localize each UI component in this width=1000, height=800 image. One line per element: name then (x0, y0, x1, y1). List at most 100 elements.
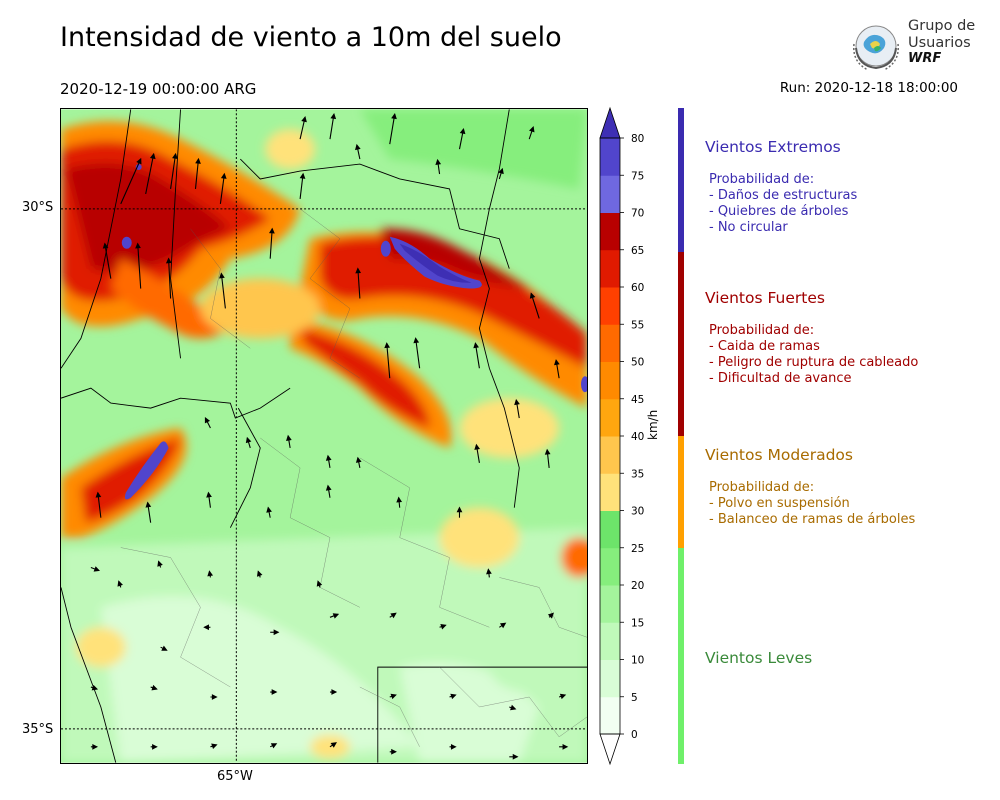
category-name: Vientos Fuertes (705, 289, 825, 307)
wind-arrow-head (92, 743, 99, 750)
wind-arrows (90, 113, 569, 760)
wind-arrow-head (145, 501, 152, 508)
colorbar-cell (600, 175, 620, 213)
wind-arrow-head (391, 748, 397, 755)
wind-map (60, 108, 588, 764)
wind-arrow-head (211, 743, 218, 749)
category-item: - Dificultad de avance (709, 371, 852, 386)
category-item: - Daños de estructuras (709, 188, 858, 203)
wind-arrow-head (459, 127, 466, 135)
wind-arrow-head (152, 743, 158, 750)
wind-arrow-head (510, 704, 517, 711)
category-name: Vientos Extremos (705, 138, 841, 156)
lat-label-35s: 35°S (22, 722, 54, 737)
category-item: - Quiebres de árboles (709, 204, 849, 219)
colorbar-tick-label: 15 (631, 617, 644, 629)
colorbar-cell (600, 547, 620, 586)
wind-arrow (415, 338, 421, 369)
category-bar-fuertes (678, 252, 684, 436)
colorbar-tick-label: 0 (631, 729, 638, 741)
wind-arrow-head (554, 359, 560, 366)
wind-arrow-head (256, 570, 263, 577)
wind-arrow-head (450, 743, 457, 750)
colorbar-tick-label: 25 (631, 543, 644, 555)
colorbar-tick-label: 20 (631, 580, 644, 592)
colorbar-cell (600, 436, 620, 474)
wind-arrow-head (544, 448, 551, 455)
wind-arrow (219, 173, 225, 204)
colorbar-tick-label: 65 (631, 245, 644, 257)
category-bar-moderados (678, 436, 684, 548)
run-time: Run: 2020-12-18 18:00:00 (779, 80, 958, 96)
colorbar-cell (600, 585, 620, 623)
category-leves: Vientos Leves (705, 649, 812, 683)
wind-arrow-head (316, 580, 323, 587)
colorbar-tick-label: 30 (631, 506, 644, 518)
wind-arrow-head (207, 570, 214, 577)
wind-arrow-head (512, 753, 519, 760)
category-extremos: Vientos Extremos Probabilidad de: - Daño… (705, 138, 857, 236)
wind-arrow-head (474, 443, 481, 450)
wind-arrow-head (547, 612, 554, 619)
wind-arrow-head (391, 113, 397, 120)
colorbar-tick-label: 35 (631, 468, 644, 480)
wind-arrow-head (245, 436, 252, 444)
category-name: Vientos Moderados (705, 446, 853, 464)
wind-arrow-head (514, 398, 520, 406)
wind-arrow-head (172, 152, 178, 159)
category-bar-leves (678, 548, 684, 764)
wind-arrow (386, 343, 391, 379)
wind-arrow-head (157, 560, 163, 567)
wind-arrow-head (269, 227, 275, 234)
wind-arrow-head (286, 434, 292, 441)
wind-arrow-head (330, 742, 337, 748)
wind-arrow-head (355, 456, 362, 463)
colorbar-tick-label: 55 (631, 319, 644, 331)
logo-line-2: Usuarios (908, 35, 971, 51)
wind-arrow-head (266, 506, 272, 513)
wind-arrow-head (165, 257, 172, 264)
logo-line-1: Grupo de (908, 18, 976, 34)
category-prob: Probabilidad de: (709, 172, 815, 187)
wind-arrow-head (136, 157, 142, 165)
category-item: - Balanceo de ramas de árboles (709, 512, 916, 527)
wind-arrow-head (161, 645, 168, 651)
lat-label-30s: 30°S (22, 200, 54, 215)
wind-arrow-head (149, 152, 156, 160)
category-item: - Peligro de ruptura de cableado (709, 355, 919, 370)
wind-arrow-head (325, 454, 332, 461)
wind-arrow-head (473, 342, 479, 349)
wind-arrow (170, 153, 177, 190)
colorbar-tick-label: 40 (631, 431, 644, 443)
wind-arrow (168, 258, 172, 299)
colorbar-tick-label: 75 (631, 170, 644, 182)
wind-arrow-head (91, 684, 99, 691)
wind-arrow-head (384, 342, 391, 349)
wind-arrow-head (562, 743, 569, 750)
colorbar: 0 5 10 15 20 25 30 35 40 45 50 55 60 65 70 75 80 (599, 106, 644, 766)
wind-arrow-head (440, 623, 447, 630)
province-boundaries (61, 109, 587, 763)
colorbar-cell (600, 324, 620, 362)
wind-arrow-head (301, 116, 307, 123)
colorbar-tick-label: 50 (631, 357, 644, 369)
extreme-wind-areas (121, 164, 587, 500)
colorbar-min-arrow (599, 733, 621, 766)
colorbar-tick-label: 60 (631, 282, 644, 294)
department-boundaries (120, 208, 587, 747)
wind-arrow-head (151, 684, 158, 691)
colorbar-cell (600, 473, 620, 511)
colorbar-cell (600, 622, 620, 660)
wind-arrow-head (117, 580, 123, 587)
wind-arrow-head (390, 612, 397, 619)
colorbar-tick-label: 45 (631, 394, 644, 406)
category-prob: Probabilidad de: (709, 480, 815, 495)
wind-arrow-head (390, 693, 397, 700)
wind-arrow-head (450, 693, 457, 700)
wind-arrow-head (195, 157, 201, 164)
colorbar-cell (600, 361, 620, 400)
wind-arrow (389, 114, 396, 145)
wind-arrow-head (270, 743, 278, 749)
colorbar-cell (600, 398, 620, 437)
colorbar-cell (600, 510, 620, 549)
